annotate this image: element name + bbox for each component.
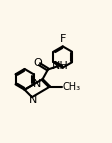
Text: F: F: [59, 34, 66, 44]
Text: N: N: [28, 95, 37, 105]
Text: NH: NH: [52, 61, 68, 71]
Text: CH₃: CH₃: [63, 82, 81, 92]
Text: N: N: [33, 79, 41, 89]
Text: O: O: [33, 58, 42, 68]
